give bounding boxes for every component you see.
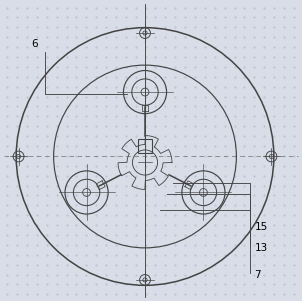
Text: 13: 13 bbox=[254, 243, 268, 253]
Text: 15: 15 bbox=[254, 222, 268, 232]
Text: 7: 7 bbox=[254, 270, 261, 280]
Text: 6: 6 bbox=[31, 39, 38, 49]
Bar bbox=[138, 139, 152, 153]
